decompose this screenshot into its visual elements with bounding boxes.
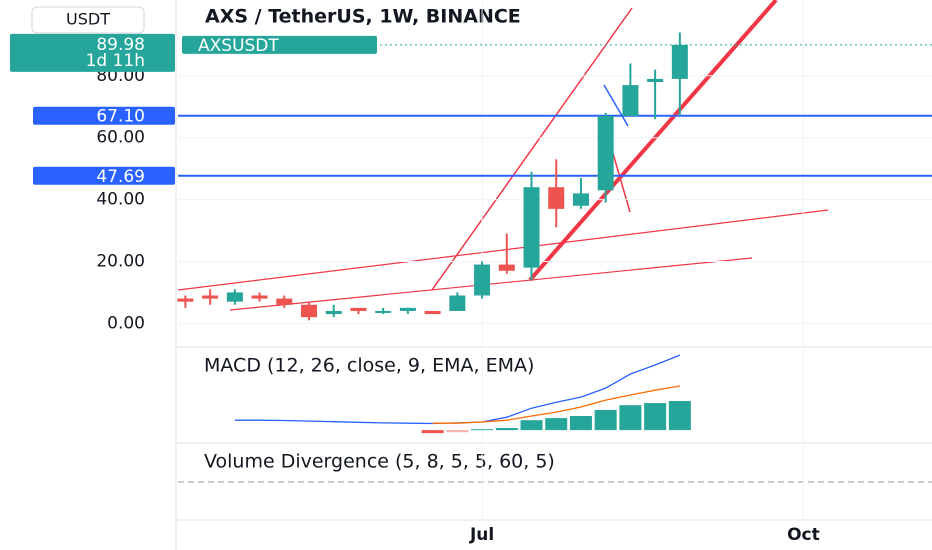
candle-body: [498, 264, 515, 271]
level-label-bg: [33, 166, 175, 185]
last-price-label: 89.98: [96, 35, 145, 55]
candle-body: [622, 85, 639, 117]
candle-body: [226, 292, 243, 302]
trend-line: [177, 209, 829, 291]
symbol-label: AXSUSDT: [198, 36, 279, 56]
histogram-bar: [569, 416, 592, 431]
candle-body: [399, 307, 416, 311]
level-label: 47.69: [96, 167, 145, 187]
histogram-bar: [471, 429, 494, 431]
level-label: 67.10: [96, 107, 145, 127]
currency-box[interactable]: [31, 6, 145, 34]
trend-line: [611, 149, 631, 213]
indicator-title: MACD (12, 26, close, 9, EMA, EMA): [204, 355, 534, 377]
histogram-bar: [668, 401, 691, 431]
level-label-bg: [33, 106, 175, 125]
candle-body: [375, 310, 392, 313]
trend-line: [229, 257, 753, 311]
candle-body: [597, 116, 614, 191]
histogram-bar: [421, 430, 444, 434]
candle-body: [325, 310, 342, 315]
histogram-bar: [619, 405, 642, 431]
candle-body: [647, 78, 664, 82]
histogram-bar: [446, 430, 469, 433]
candle-body: [548, 187, 565, 209]
plot: Jul Oct0.0020.0040.0060.0080.0067.1047.69…: [10, 0, 932, 545]
histogram-bar: [545, 418, 568, 431]
histogram-bar: [520, 420, 543, 431]
histogram-bar: [644, 403, 667, 431]
candle-body: [572, 193, 589, 206]
trend-line: [528, 0, 778, 282]
y-tick-label: 20.00: [96, 251, 145, 271]
trend-line: [431, 7, 633, 291]
indicator-title: Volume Divergence (5, 8, 5, 5, 60, 5): [204, 451, 555, 473]
candle-body: [276, 298, 293, 305]
candle-body: [350, 307, 367, 311]
trend-line: [603, 84, 629, 127]
candle-body: [424, 310, 441, 315]
candle-body: [301, 304, 318, 318]
last-price-bg: [10, 33, 175, 72]
x-tick-label: Jul: [469, 525, 494, 545]
x-tick-label: Oct: [787, 525, 820, 545]
candle-body: [523, 187, 540, 268]
candle-body: [671, 44, 688, 79]
histogram-bar: [594, 410, 617, 431]
candle-body: [177, 298, 194, 302]
signal-line: [432, 385, 680, 424]
candle-body: [251, 295, 268, 299]
y-tick-label: 60.00: [96, 128, 145, 148]
chart-title: AXS / TetherUS, 1W, BINANCE: [205, 6, 521, 28]
drawings: [177, 0, 829, 311]
histogram-bar: [495, 428, 518, 431]
currency: USDT: [66, 10, 110, 29]
candle-body: [474, 264, 491, 296]
candle-body: [202, 295, 219, 299]
candle-body: [449, 295, 466, 311]
y-tick-label: 0.00: [107, 313, 145, 333]
y-tick-label: 40.00: [96, 190, 145, 210]
countdown: 1d 11h: [86, 51, 145, 71]
symbol-bg: [182, 35, 377, 54]
